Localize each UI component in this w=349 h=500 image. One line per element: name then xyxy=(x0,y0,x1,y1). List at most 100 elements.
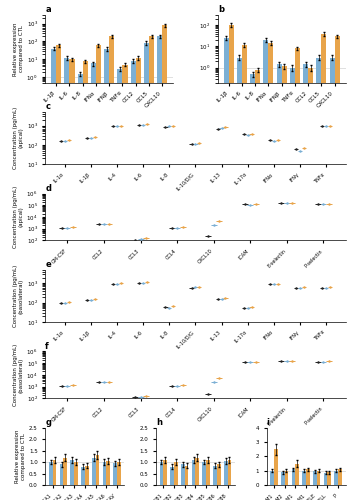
Point xyxy=(65,224,70,232)
Bar xyxy=(159,462,163,485)
Bar xyxy=(192,460,195,485)
Point xyxy=(163,124,168,132)
Bar xyxy=(303,64,308,500)
Point xyxy=(88,134,94,142)
Bar xyxy=(313,472,317,485)
Point xyxy=(275,136,280,144)
Point xyxy=(180,224,185,232)
Text: i: i xyxy=(267,418,269,427)
Point xyxy=(271,137,276,145)
Bar xyxy=(263,40,268,500)
Point xyxy=(136,121,142,129)
Bar xyxy=(317,470,320,485)
Bar xyxy=(83,61,88,500)
Bar xyxy=(217,464,221,485)
Bar xyxy=(103,462,106,485)
Point xyxy=(138,393,143,401)
Point xyxy=(143,234,149,242)
Bar xyxy=(181,464,185,485)
Point xyxy=(301,284,306,292)
Bar xyxy=(224,38,229,500)
Bar xyxy=(149,36,154,500)
Point xyxy=(59,224,65,232)
Point xyxy=(241,130,246,138)
Point xyxy=(215,295,221,303)
Point xyxy=(170,122,176,130)
Point xyxy=(319,122,325,130)
Bar xyxy=(78,74,83,500)
Bar xyxy=(109,36,114,500)
Bar xyxy=(295,464,299,485)
Bar xyxy=(302,470,306,485)
Point xyxy=(211,221,216,229)
Bar xyxy=(334,470,338,485)
Bar xyxy=(330,58,335,500)
Point xyxy=(301,144,306,152)
Point xyxy=(215,124,221,132)
Bar xyxy=(270,470,274,485)
Point xyxy=(327,122,333,130)
Point xyxy=(279,200,284,207)
Point xyxy=(290,199,295,207)
Bar xyxy=(327,472,331,485)
Point xyxy=(58,137,64,145)
Point xyxy=(242,200,247,208)
Bar xyxy=(69,60,74,500)
Point xyxy=(211,378,216,386)
Point xyxy=(138,235,143,243)
Bar xyxy=(60,464,64,485)
Point xyxy=(206,390,211,398)
Bar xyxy=(122,64,127,500)
Point xyxy=(241,304,246,312)
Point xyxy=(136,280,142,287)
Bar xyxy=(85,466,89,485)
Bar xyxy=(250,74,255,500)
Bar xyxy=(335,36,340,500)
Point xyxy=(143,392,149,400)
Point xyxy=(132,394,138,402)
Bar xyxy=(131,61,136,500)
Point xyxy=(327,283,333,291)
Point xyxy=(249,303,254,311)
Bar xyxy=(284,470,288,485)
Point xyxy=(101,220,107,228)
Point xyxy=(326,358,332,366)
Y-axis label: Relative expression
compared to CTL: Relative expression compared to CTL xyxy=(13,22,24,76)
Point xyxy=(92,133,98,141)
Point xyxy=(315,358,321,366)
Bar xyxy=(51,48,56,500)
Bar xyxy=(53,460,57,485)
Bar xyxy=(157,36,162,500)
Bar xyxy=(170,466,174,485)
Point xyxy=(267,136,273,144)
Point xyxy=(58,298,64,306)
Point xyxy=(223,294,228,302)
Point xyxy=(290,357,295,365)
Point xyxy=(163,303,168,311)
Point xyxy=(62,299,68,307)
Point xyxy=(96,220,101,228)
Point xyxy=(297,284,303,292)
Point xyxy=(315,200,321,208)
Bar xyxy=(56,46,61,500)
Point xyxy=(65,382,70,390)
Point xyxy=(253,358,259,366)
Bar xyxy=(237,58,242,500)
Point xyxy=(216,216,222,224)
Point xyxy=(166,122,172,130)
Text: c: c xyxy=(45,102,50,112)
Bar xyxy=(174,462,178,485)
Point xyxy=(245,304,250,312)
Point xyxy=(284,358,290,366)
Point xyxy=(169,382,174,390)
Point xyxy=(206,232,211,240)
Point xyxy=(275,280,280,288)
Bar xyxy=(136,58,141,500)
Point xyxy=(114,122,120,130)
Text: e: e xyxy=(45,260,51,269)
Point xyxy=(88,296,94,304)
Y-axis label: Concentration (pg/mL)
(basolateral): Concentration (pg/mL) (basolateral) xyxy=(13,344,24,406)
Bar xyxy=(308,68,313,500)
Point xyxy=(59,382,65,390)
Bar xyxy=(65,58,69,500)
